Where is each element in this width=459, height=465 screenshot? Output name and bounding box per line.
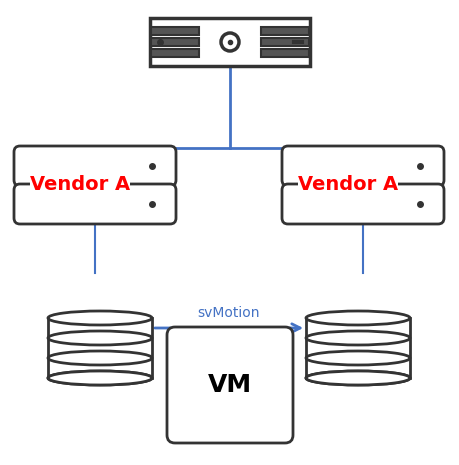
FancyBboxPatch shape [261, 38, 309, 46]
FancyBboxPatch shape [282, 146, 444, 186]
Ellipse shape [48, 371, 152, 385]
FancyBboxPatch shape [167, 327, 293, 443]
Ellipse shape [306, 311, 410, 325]
Text: VM: VM [208, 373, 252, 397]
FancyBboxPatch shape [151, 38, 199, 46]
Circle shape [221, 33, 239, 51]
FancyBboxPatch shape [14, 184, 176, 224]
Bar [306, 318, 410, 338]
Text: Vendor A: Vendor A [30, 175, 130, 194]
Ellipse shape [48, 351, 152, 365]
FancyBboxPatch shape [261, 27, 309, 35]
Ellipse shape [48, 311, 152, 325]
Bar [48, 338, 152, 358]
Bar [48, 358, 152, 378]
Bar [306, 338, 410, 358]
Ellipse shape [306, 371, 410, 385]
Ellipse shape [306, 351, 410, 365]
Bar [48, 318, 152, 338]
Ellipse shape [48, 371, 152, 385]
FancyBboxPatch shape [151, 49, 199, 57]
FancyBboxPatch shape [150, 18, 310, 66]
FancyBboxPatch shape [14, 146, 176, 186]
Ellipse shape [306, 331, 410, 345]
Text: svMotion: svMotion [198, 306, 260, 320]
Ellipse shape [306, 371, 410, 385]
Bar [306, 358, 410, 378]
FancyBboxPatch shape [151, 27, 199, 35]
Text: Vendor A: Vendor A [298, 175, 398, 194]
FancyBboxPatch shape [282, 184, 444, 224]
FancyBboxPatch shape [261, 49, 309, 57]
Ellipse shape [48, 331, 152, 345]
